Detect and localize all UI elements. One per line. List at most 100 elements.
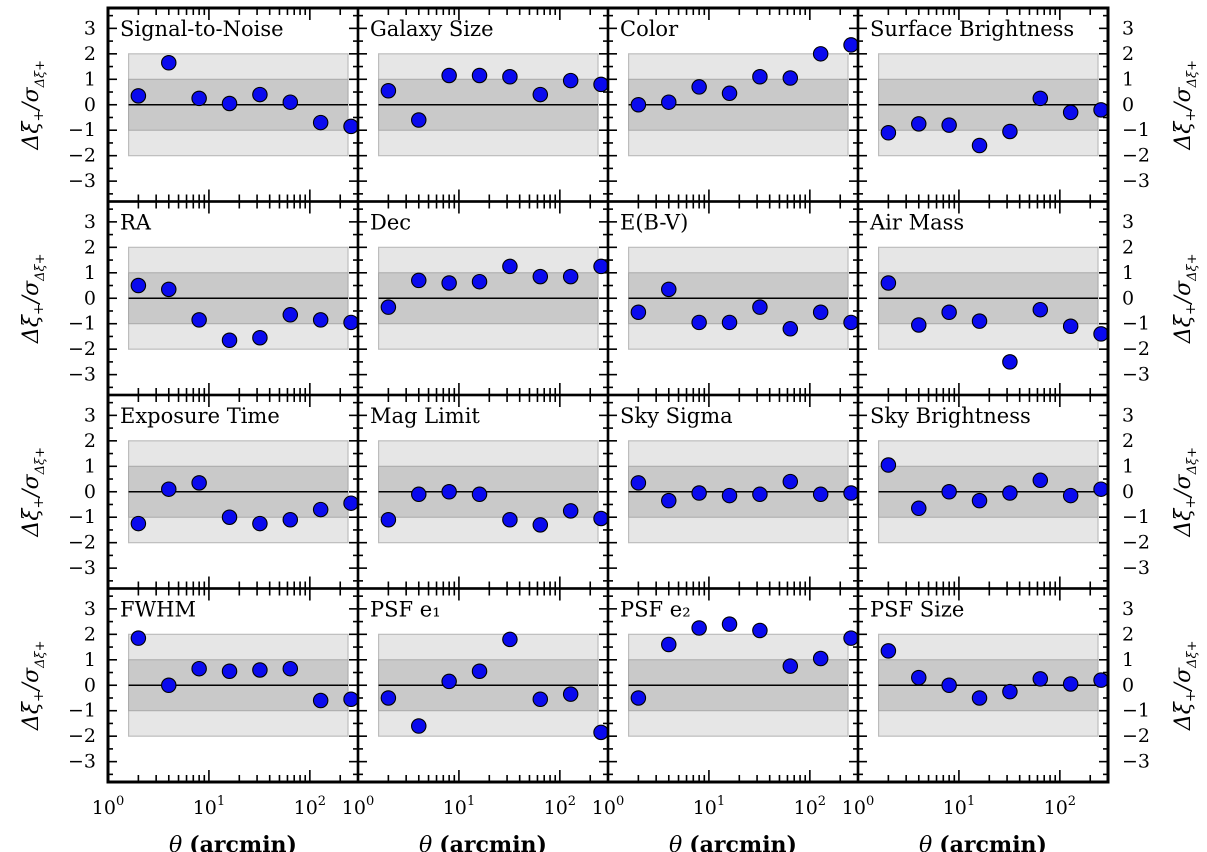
data-point <box>911 500 927 517</box>
ylabel-left: Δξ+/σΔξ+ <box>19 447 48 538</box>
data-point <box>312 692 329 709</box>
xtick-label: 101 <box>693 794 725 819</box>
ytick-label-left: −2 <box>68 725 96 747</box>
panel-12: FWHM <box>106 587 360 784</box>
data-point <box>380 299 397 315</box>
data-point <box>191 90 207 107</box>
data-point <box>691 314 707 331</box>
xtick-label: 102 <box>294 794 326 819</box>
ytick-label-right: −1 <box>1122 313 1150 335</box>
data-point <box>532 86 549 103</box>
data-point <box>1002 123 1018 140</box>
ytick-label-right: 0 <box>1122 287 1134 309</box>
data-point <box>1032 301 1049 318</box>
data-point <box>843 37 859 53</box>
panel-9: Mag Limit <box>356 393 610 590</box>
data-point <box>843 314 859 331</box>
xtick-label: 102 <box>1044 794 1076 819</box>
data-point <box>911 669 927 686</box>
data-point <box>752 486 768 503</box>
ytick-label-right: 1 <box>1122 262 1134 284</box>
data-point <box>630 475 647 491</box>
data-point <box>782 70 799 86</box>
ytick-label-right: 3 <box>1122 17 1134 39</box>
data-point <box>941 677 957 693</box>
ytick-label-left: 3 <box>84 17 96 39</box>
data-point <box>502 512 518 528</box>
ytick-label-left: 3 <box>84 598 96 620</box>
ytick-label-left: 0 <box>84 94 96 116</box>
data-point <box>630 690 647 706</box>
ytick-label-left: 1 <box>84 649 96 671</box>
data-point <box>812 486 829 503</box>
xtick-label: 100 <box>592 794 624 819</box>
data-point <box>593 258 609 275</box>
ytick-label-right: 0 <box>1122 481 1134 503</box>
data-point <box>843 630 859 646</box>
data-point <box>721 85 738 102</box>
panel-title: FWHM <box>120 598 196 622</box>
data-point <box>502 631 518 648</box>
data-point <box>562 72 579 89</box>
data-point <box>411 272 427 289</box>
data-point <box>252 662 268 678</box>
data-point <box>752 299 768 315</box>
data-point <box>411 112 427 128</box>
panel-title: Surface Brightness <box>870 17 1074 41</box>
panel-2: Color <box>606 6 860 203</box>
ytick-label-right: 3 <box>1122 404 1134 426</box>
data-point <box>221 663 238 679</box>
panel-0: Signal-to-Noise <box>106 6 360 203</box>
ytick-label-left: 2 <box>84 623 96 645</box>
ylabel-right: Δξ+/σΔξ+ <box>1171 640 1200 731</box>
ytick-label-right: 2 <box>1122 623 1134 645</box>
data-point <box>1062 318 1079 335</box>
xtick-label: 102 <box>544 794 576 819</box>
panel-14: PSF e₂ <box>606 587 860 784</box>
data-point <box>1002 485 1018 501</box>
ytick-label-right: −3 <box>1122 364 1150 386</box>
data-point <box>343 495 359 511</box>
panel-title: PSF e₁ <box>370 598 441 622</box>
xlabel: θ (arcmin) <box>419 832 547 852</box>
data-point <box>661 636 677 653</box>
xtick-label: 101 <box>943 794 975 819</box>
panel-title: Sky Brightness <box>870 404 1031 428</box>
ylabel-left: Δξ+/σΔξ+ <box>19 640 48 731</box>
data-point <box>593 510 609 527</box>
ytick-label-right: 1 <box>1122 68 1134 90</box>
data-point <box>630 97 647 113</box>
data-point <box>593 724 609 741</box>
ytick-label-left: −3 <box>68 170 96 192</box>
data-point <box>471 486 488 503</box>
ytick-label-left: 2 <box>84 236 96 258</box>
data-point <box>911 116 927 132</box>
xtick-label: 100 <box>842 794 874 819</box>
panel-title: Galaxy Size <box>370 17 494 41</box>
data-point <box>1032 90 1049 107</box>
data-point <box>411 486 427 503</box>
data-point <box>941 304 957 321</box>
panel-title: Exposure Time <box>120 404 280 428</box>
ytick-label-right: 0 <box>1122 94 1134 116</box>
ytick-label-left: −1 <box>68 700 96 722</box>
panel-5: Dec <box>356 200 610 397</box>
data-point <box>380 512 397 528</box>
data-point <box>782 321 799 337</box>
data-point <box>1093 481 1109 497</box>
ytick-label-right: 3 <box>1122 211 1134 233</box>
data-point <box>282 94 299 110</box>
data-point <box>411 718 427 734</box>
panel-15: PSF Size <box>856 587 1110 784</box>
ytick-label-right: 2 <box>1122 43 1134 65</box>
ytick-label-right: 1 <box>1122 649 1134 671</box>
data-point <box>191 475 207 491</box>
ytick-label-right: −2 <box>1122 338 1150 360</box>
data-point <box>721 616 738 632</box>
data-point <box>971 492 988 509</box>
ytick-label-right: −2 <box>1122 532 1150 554</box>
panel-4: RA <box>106 200 360 397</box>
figure-frame <box>106 6 1110 784</box>
data-point <box>161 677 177 693</box>
